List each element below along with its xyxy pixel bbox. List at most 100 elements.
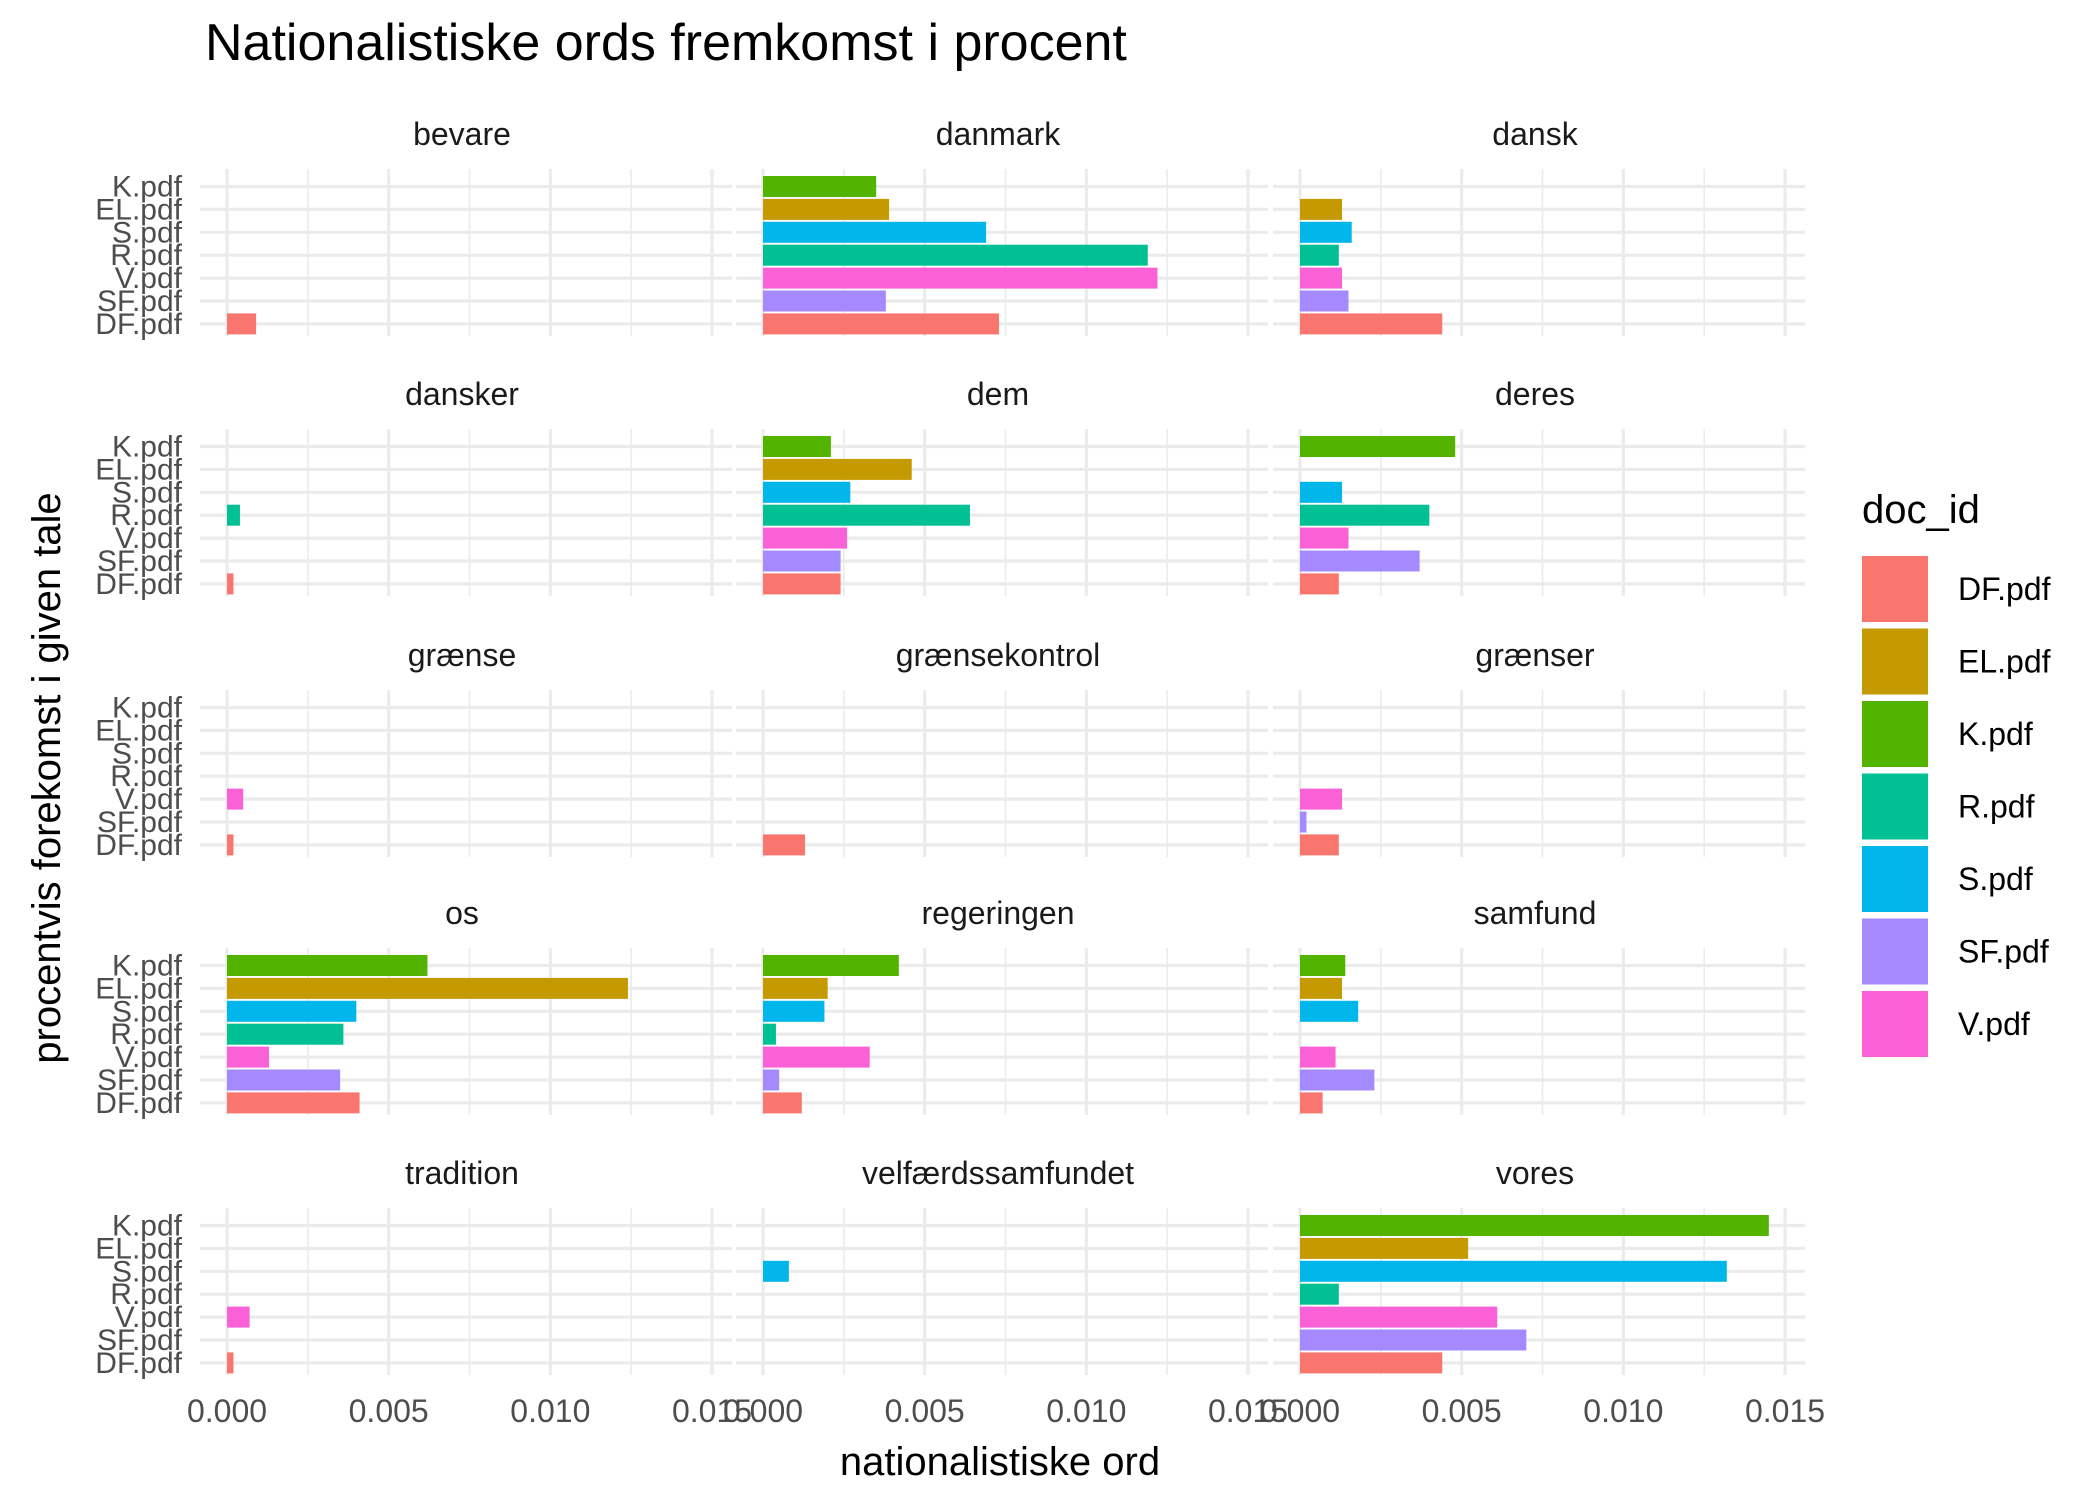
bar-samfund-EL.pdf	[1300, 977, 1343, 999]
x-tick-label: 0.000	[723, 1393, 803, 1429]
facet-strip-label: os	[445, 895, 479, 931]
facet-strip-label: dansker	[405, 376, 519, 412]
bar-vores-EL.pdf	[1300, 1237, 1469, 1259]
x-tick-label: 0.005	[349, 1393, 429, 1429]
bar-regeringen-SF.pdf	[763, 1069, 780, 1091]
facet-panel-grænser: grænser	[1273, 637, 1805, 857]
facet-strip-label: grænsekontrol	[896, 637, 1101, 673]
bar-dansk-SF.pdf	[1300, 290, 1349, 312]
facet-strip-label: bevare	[413, 116, 511, 152]
bar-dansk-V.pdf	[1300, 267, 1343, 289]
bar-deres-DF.pdf	[1300, 573, 1339, 595]
facet-strip-label: regeringen	[922, 895, 1075, 931]
facet-panel-danmark: danmark	[736, 116, 1268, 336]
y-axis-title: procentvis forekomst i given tale	[25, 492, 69, 1063]
legend-label: R.pdf	[1958, 789, 2035, 825]
y-tick-label: R.pdf	[110, 760, 182, 793]
facet-strip-label: deres	[1495, 376, 1575, 412]
chart-title: Nationalistiske ords fremkomst i procent	[205, 14, 1127, 72]
facet-panel-bevare: bevare K.pdfEL.pdfS.pdfR.pdfV.pdfSF.pdfDF…	[95, 116, 732, 341]
facet-strip-label: grænse	[408, 637, 517, 673]
y-tick-label: K.pdf	[112, 950, 183, 983]
bar-grænsekontrol-DF.pdf	[763, 834, 806, 856]
y-tick-label: SF.pdf	[97, 1324, 183, 1357]
x-tick-label: 0.005	[885, 1393, 965, 1429]
y-tick-label: K.pdf	[112, 1210, 183, 1243]
legend-swatch-K.pdf	[1862, 701, 1928, 767]
bar-dansk-S.pdf	[1300, 221, 1352, 243]
y-tick-label: S.pdf	[112, 737, 183, 770]
facet-strip-label: tradition	[405, 1155, 519, 1191]
legend-title: doc_id	[1862, 488, 1980, 532]
bar-vores-R.pdf	[1300, 1283, 1339, 1305]
bar-danmark-EL.pdf	[763, 198, 890, 220]
bar-regeringen-DF.pdf	[763, 1092, 802, 1114]
legend-label: SF.pdf	[1958, 934, 2049, 970]
bar-os-V.pdf	[227, 1046, 270, 1068]
x-tick-label: 0.000	[1260, 1393, 1340, 1429]
legend-label: S.pdf	[1958, 861, 2033, 897]
bar-dem-SF.pdf	[763, 550, 841, 572]
facet-strip-label: dansk	[1492, 116, 1578, 152]
y-tick-label: R.pdf	[110, 499, 182, 532]
bar-os-SF.pdf	[227, 1069, 341, 1091]
x-tick-label: 0.010	[1046, 1393, 1126, 1429]
y-tick-label: V.pdf	[115, 1301, 183, 1334]
bar-vores-K.pdf	[1300, 1215, 1769, 1236]
bar-deres-S.pdf	[1300, 481, 1343, 503]
facet-panel-tradition: tradition K.pdfEL.pdfS.pdfR.pdfV.pdfSF.pd…	[95, 1155, 732, 1380]
y-tick-label: EL.pdf	[95, 714, 182, 747]
y-tick-label: DF.pdf	[95, 1347, 182, 1380]
bar-dem-K.pdf	[763, 436, 831, 457]
x-tick-label: 0.015	[1745, 1393, 1825, 1429]
bar-regeringen-K.pdf	[763, 955, 899, 976]
y-tick-label: EL.pdf	[95, 453, 182, 486]
y-tick-label: SF.pdf	[97, 806, 183, 839]
x-axis-title: nationalistiske ord	[840, 1440, 1160, 1484]
y-tick-label: R.pdf	[110, 239, 182, 272]
x-tick-label: 0.015	[672, 1393, 752, 1429]
x-tick-label: 0.010	[510, 1393, 590, 1429]
legend-label: DF.pdf	[1958, 571, 2051, 607]
bar-grænser-DF.pdf	[1300, 834, 1339, 856]
facet-panel-velfærdssamfundet: velfærdssamfundet	[736, 1155, 1268, 1375]
bar-vores-S.pdf	[1300, 1260, 1727, 1282]
y-tick-label: K.pdf	[112, 431, 183, 464]
bar-vores-V.pdf	[1300, 1306, 1498, 1328]
facet-strip-label: danmark	[936, 116, 1062, 152]
bar-vores-SF.pdf	[1300, 1329, 1527, 1351]
y-tick-label: SF.pdf	[97, 545, 183, 578]
facet-panel-dansker: dansker K.pdfEL.pdfS.pdfR.pdfV.pdfSF.pdfD…	[95, 376, 732, 601]
legend-swatch-DF.pdf	[1862, 556, 1928, 622]
y-tick-label: EL.pdf	[95, 193, 182, 226]
bar-regeringen-R.pdf	[763, 1023, 776, 1045]
bar-velfærdssamfundet-S.pdf	[763, 1260, 789, 1282]
bar-regeringen-S.pdf	[763, 1000, 825, 1022]
facet-strip-label: samfund	[1474, 895, 1597, 931]
bar-danmark-S.pdf	[763, 221, 987, 243]
bar-danmark-R.pdf	[763, 244, 1148, 266]
bar-deres-V.pdf	[1300, 527, 1349, 549]
bar-grænser-V.pdf	[1300, 788, 1343, 810]
x-tick-label: 0.010	[1583, 1393, 1663, 1429]
facet-panel-grænse: grænse K.pdfEL.pdfS.pdfR.pdfV.pdfSF.pdfDF…	[95, 637, 732, 862]
bar-vores-DF.pdf	[1300, 1352, 1443, 1374]
facet-panel-grænsekontrol: grænsekontrol	[736, 637, 1268, 857]
y-tick-label: DF.pdf	[95, 1087, 182, 1120]
x-tick-label: 0.015	[1208, 1393, 1288, 1429]
bar-samfund-S.pdf	[1300, 1000, 1359, 1022]
bar-deres-SF.pdf	[1300, 550, 1420, 572]
y-tick-label: S.pdf	[112, 476, 183, 509]
y-tick-label: SF.pdf	[97, 285, 183, 318]
bar-grænse-V.pdf	[227, 788, 244, 810]
y-tick-label: K.pdf	[112, 171, 183, 204]
bar-danmark-V.pdf	[763, 267, 1158, 289]
bar-danmark-SF.pdf	[763, 290, 886, 312]
bar-dansk-R.pdf	[1300, 244, 1339, 266]
bar-os-EL.pdf	[227, 977, 628, 999]
facet-strip-label: vores	[1496, 1155, 1574, 1191]
bar-os-R.pdf	[227, 1023, 344, 1045]
y-tick-label: R.pdf	[110, 1018, 182, 1051]
